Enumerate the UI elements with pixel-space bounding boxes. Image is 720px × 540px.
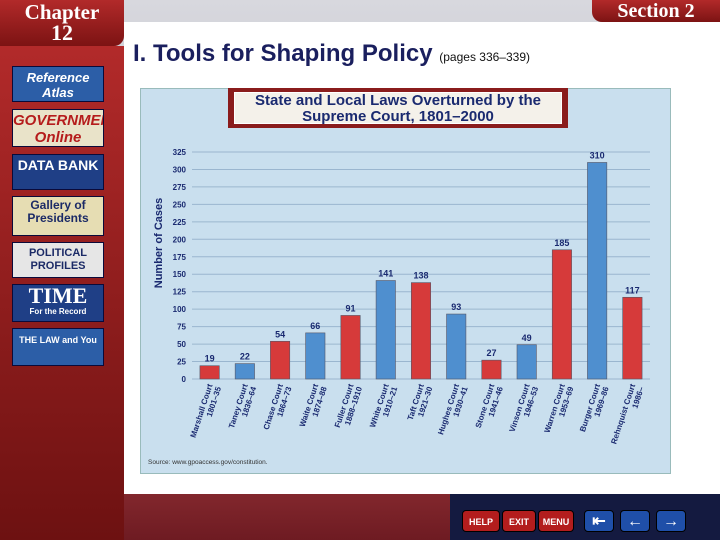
bar <box>375 280 396 380</box>
bar <box>199 365 220 380</box>
back-arrow-icon: ← <box>627 513 643 530</box>
value-label: 22 <box>240 352 250 362</box>
bar <box>516 344 537 380</box>
sidebar-item-label: GOVERNMENT Online <box>13 112 103 146</box>
sidebar-item-label: DATA BANK <box>17 157 99 173</box>
value-label: 141 <box>378 269 393 279</box>
help-button[interactable]: HELP <box>462 510 500 532</box>
y-tick-label: 200 <box>173 235 187 244</box>
chapter-tab: Chapter 12 <box>0 0 124 46</box>
sidebar-item-label: POLITICAL PROFILES <box>28 247 88 272</box>
y-axis-label: Number of Cases <box>153 198 165 288</box>
sidebar-item-label: Reference Atlas <box>26 70 90 100</box>
back-button[interactable]: ← <box>620 510 650 532</box>
y-tick-label: 50 <box>177 340 186 349</box>
sidebar-item-time[interactable]: TIME For the Record <box>12 284 104 322</box>
y-tick-label: 25 <box>177 358 186 367</box>
sidebar-item-political-profiles[interactable]: POLITICAL PROFILES <box>12 242 104 278</box>
value-label: 19 <box>205 354 215 364</box>
y-tick-label: 100 <box>173 305 187 314</box>
chart-source: Source: www.gpoaccess.gov/constitution. <box>148 459 268 466</box>
bar <box>551 249 572 380</box>
value-label: 54 <box>275 329 285 339</box>
bar-chart: 0 25 50 75 100 125 150 175 200 225 250 275 300 325 19… <box>148 148 650 466</box>
y-tick-label: 75 <box>177 323 186 332</box>
y-tick-label: 275 <box>173 183 187 192</box>
bar <box>340 315 361 380</box>
page-range: (pages 336–339) <box>439 50 530 64</box>
y-tick-label: 150 <box>173 270 187 279</box>
value-label: 310 <box>590 150 605 160</box>
first-slide-button[interactable]: ⇤ <box>584 510 614 532</box>
chapter-number: 12 <box>51 20 73 45</box>
y-tick-label: 125 <box>173 288 187 297</box>
bar <box>270 340 291 380</box>
sidebar-item-label: THE LAW and You <box>19 335 97 345</box>
value-label: 49 <box>522 333 532 343</box>
menu-button[interactable]: MENU <box>538 510 574 532</box>
value-label: 185 <box>554 238 569 248</box>
value-label: 117 <box>625 285 640 295</box>
first-arrow-icon: ⇤ <box>592 513 606 530</box>
bar <box>411 282 431 380</box>
value-labels: 19 22 54 66 91 141 138 93 27 49 185 310 117 <box>205 150 640 363</box>
bar <box>622 296 643 380</box>
page-title: I. Tools for Shaping Policy (pages 336–3… <box>133 40 530 68</box>
sidebar-item-the-law-and-you[interactable]: THE LAW and You <box>12 328 104 366</box>
value-label: 138 <box>413 271 428 281</box>
sidebar-item-gallery-of-presidents[interactable]: Gallery of Presidents <box>12 196 104 236</box>
value-label: 93 <box>451 302 461 312</box>
chart-title-banner: State and Local Laws Overturned by the S… <box>228 88 568 128</box>
next-button[interactable]: → <box>656 510 686 532</box>
sidebar: Reference Atlas GOVERNMENT Online DATA B… <box>0 46 124 540</box>
bar <box>481 359 502 380</box>
bar <box>234 363 255 380</box>
sidebar-item-data-bank[interactable]: DATA BANK <box>12 154 104 190</box>
chart-bars <box>199 162 643 380</box>
section-tab: Section 2 <box>592 0 720 22</box>
bar <box>587 162 608 380</box>
sidebar-item-reference-atlas[interactable]: Reference Atlas <box>12 66 104 102</box>
y-tick-label: 300 <box>173 165 187 174</box>
value-label: 66 <box>310 321 320 331</box>
y-tick-label: 250 <box>173 200 187 209</box>
y-tick-label: 175 <box>173 253 187 262</box>
exit-button[interactable]: EXIT <box>502 510 536 532</box>
sidebar-item-label: TIME <box>28 284 88 308</box>
bar <box>305 332 326 380</box>
page-title-text: I. Tools for Shaping Policy <box>133 40 433 67</box>
bar <box>446 313 467 380</box>
next-arrow-icon: → <box>663 513 679 530</box>
sidebar-item-label: Gallery of Presidents <box>27 198 89 225</box>
sidebar-item-sublabel: For the Record <box>29 307 87 316</box>
y-tick-label: 225 <box>173 218 187 227</box>
x-tick-label-line: Rehnquist Court <box>609 383 637 446</box>
value-label: 91 <box>346 303 356 313</box>
y-tick-label: 0 <box>182 375 187 384</box>
chapter-label: Chapter <box>24 0 100 24</box>
y-tick-label: 325 <box>173 148 187 157</box>
chart-title: State and Local Laws Overturned by the S… <box>234 92 562 125</box>
value-label: 27 <box>486 348 496 358</box>
sidebar-item-government-online[interactable]: GOVERNMENT Online <box>12 109 104 147</box>
y-axis-ticks: 0 25 50 75 100 125 150 175 200 225 250 275 300 325 <box>173 148 187 384</box>
